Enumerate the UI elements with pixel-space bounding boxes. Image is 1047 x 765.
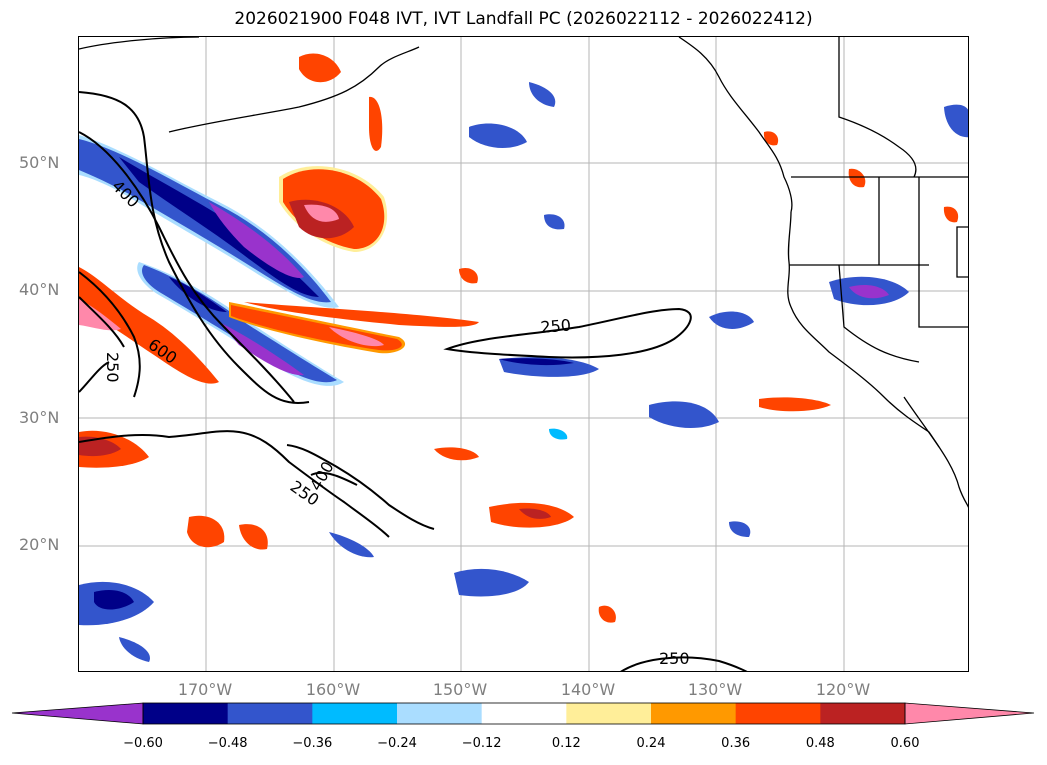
colorbar-tick-label: −0.36	[292, 736, 333, 751]
lon-label: 170°W	[177, 680, 233, 699]
colorbar-segment	[566, 703, 652, 724]
colorbar-tick-label: −0.12	[461, 736, 502, 751]
colorbar-segment	[227, 703, 313, 724]
graticule	[79, 37, 968, 671]
colorbar-tick-label: −0.48	[207, 736, 248, 751]
colorbar-segment	[312, 703, 398, 724]
lat-label: 30°N	[19, 408, 60, 427]
colorbar-segment	[397, 703, 483, 724]
lat-label: 50°N	[19, 153, 60, 172]
map-panel: 250 250 250 600 250 400 400	[78, 36, 969, 672]
lon-label: 140°W	[560, 680, 616, 699]
map-title: 2026021900 F048 IVT, IVT Landfall PC (20…	[234, 9, 813, 29]
colorbar	[11, 702, 1035, 725]
colorbar-segment	[820, 703, 906, 724]
map-canvas: 250 250 250 600 250 400 400	[79, 37, 968, 671]
negative-anomaly-areas	[79, 82, 968, 662]
colorbar-tick-label: 0.48	[805, 736, 835, 751]
ivt-contour-labels: 250 250 250 600 250 400 400	[103, 176, 690, 668]
colorbar-tick-label: 0.24	[636, 736, 666, 751]
contour-label: 250	[103, 352, 122, 383]
lon-label: 120°W	[815, 680, 871, 699]
colorbar-outline	[142, 702, 906, 725]
lon-label: 130°W	[687, 680, 743, 699]
lon-label: 160°W	[305, 680, 361, 699]
contour-label: 250	[540, 315, 572, 337]
lat-label: 20°N	[19, 535, 60, 554]
colorbar-tick-label: 0.36	[721, 736, 751, 751]
colorbar-segment	[651, 703, 737, 724]
colorbar-max-arrow	[904, 702, 1035, 725]
colorbar-tick-label: 0.60	[890, 736, 920, 751]
coastlines	[79, 37, 968, 508]
colorbar-segment	[481, 703, 567, 724]
colorbar-segment	[735, 703, 821, 724]
contour-label: 250	[659, 649, 690, 668]
colorbar-segment	[143, 703, 229, 724]
lon-label: 150°W	[432, 680, 488, 699]
colorbar-tick-label: −0.24	[377, 736, 417, 751]
colorbar-tick-label: 0.12	[551, 736, 581, 751]
colorbar-tick-label: −0.60	[123, 736, 163, 751]
ivt-contours	[79, 91, 748, 671]
colorbar-min-arrow	[11, 702, 144, 725]
colorbar-segments	[143, 703, 906, 724]
lat-label: 40°N	[19, 280, 60, 299]
